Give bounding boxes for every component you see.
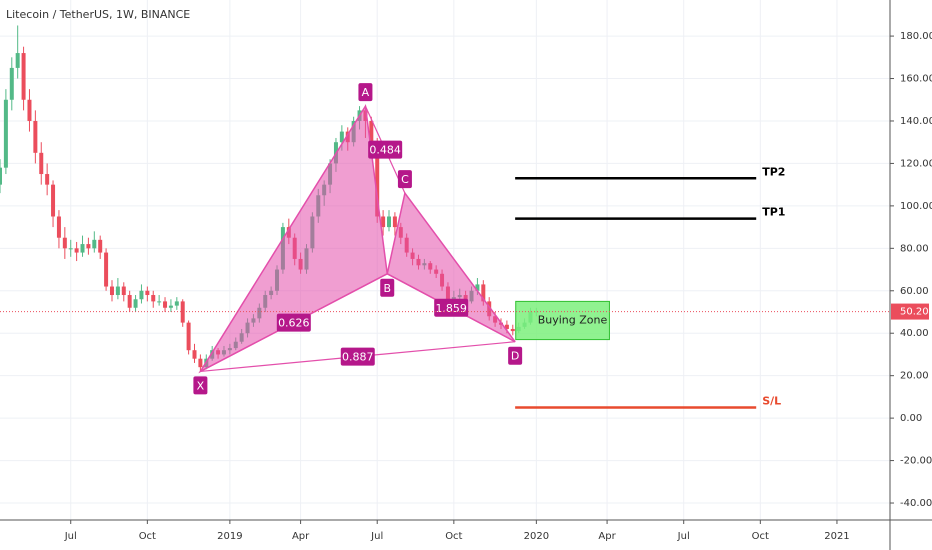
candle-body [198,358,203,368]
x-tick-label: 2020 [524,531,549,542]
ratio-label: 0.484 [369,144,401,157]
ratio-box [434,298,469,317]
candle-body [180,301,185,323]
candle-body [369,120,374,143]
candle-body [375,142,380,217]
candle-body [510,328,515,332]
buying-zone [515,300,610,341]
candle-body [174,301,179,306]
candle-body [381,216,386,228]
ratio-label: 1.859 [435,302,467,315]
candle-body [127,295,132,308]
y-tick-label: 180.00 [900,31,932,42]
point-label: A [362,86,370,99]
candle-body [392,216,397,228]
ratio-label: 0.626 [278,317,310,330]
zone-label: Buying Zone [538,313,608,326]
candle-body [104,252,109,287]
candle-body [133,299,138,308]
x-tick-label: Oct [139,531,156,542]
x-tick-label: Oct [752,531,769,542]
point-box [380,278,395,297]
candle-body [68,248,73,250]
ratio-box [368,140,403,159]
grid [0,0,890,520]
candle-body [151,295,156,302]
candle-body [145,290,150,296]
candle-body [504,324,509,329]
axes: -40.00 -20.00 0.00 20.00 40.00 60.00 80.00 100.… [64,31,932,542]
x-tick-label: Jul [677,531,690,542]
candle-body [186,322,191,351]
last-price-tag [891,303,929,320]
point-label: C [401,173,409,186]
candle-body [86,244,91,249]
ratio-box [340,347,375,366]
candle-body [0,167,2,185]
candle-body [45,174,50,185]
point-label: X [197,379,205,392]
x-tick-label: Apr [598,531,616,542]
y-tick-label: 100.00 [900,201,932,212]
y-tick-label: 40.00 [900,328,929,339]
chart-title: Litecoin / TetherUS, 1W, BINANCE [6,8,190,21]
ratio-label: 0.887 [342,351,374,364]
candle-body [39,152,44,175]
y-tick-label: 0.00 [900,413,922,424]
candle-body [21,53,26,100]
candle-body [139,290,144,300]
candle-body [62,237,67,249]
point-box [508,346,523,365]
x-tick-label: Jul [370,531,383,542]
candle-body [92,239,97,249]
candle-body [56,216,61,238]
x-tick-label: Oct [445,531,462,542]
candle-body [475,284,480,291]
point-box [193,376,208,395]
candle-body [387,216,392,228]
candle-body [168,305,173,308]
level-label: TP2 [762,165,785,178]
candle-body [121,286,126,296]
x-tick-label: 2021 [824,531,849,542]
candle-body [74,248,79,253]
candle-body [33,120,38,153]
x-tick-label: Apr [292,531,310,542]
point-label: B [383,282,391,295]
candle-body [9,67,14,100]
y-tick-label: 60.00 [900,286,929,297]
y-tick-label: 120.00 [900,158,932,169]
candle-body [51,184,56,217]
candle-body [481,284,486,302]
plot: 0.626 0.484 1.859 0.887 X A B C D Buying Zone TP2 T… [0,25,890,409]
candle-body [98,239,103,253]
candle-body [163,301,168,308]
candle-body [15,53,20,68]
point-box [358,83,373,102]
y-tick-label: 160.00 [900,74,932,85]
point-label: D [511,350,519,363]
level-label: S/L [762,395,781,408]
candle-body [339,131,344,143]
x-tick-label: 2019 [217,531,242,542]
candle-body [109,286,114,296]
candle-body [115,286,120,296]
point-box [397,170,412,189]
candle-body [3,99,8,168]
ratio-box [276,313,311,332]
last-price-label: 50.20 [900,307,929,318]
level-label: TP1 [762,206,785,219]
y-tick-label: 140.00 [900,116,932,127]
candle-body [27,99,32,121]
candle-body [192,350,197,359]
candle-body [157,301,162,303]
y-tick-label: 80.00 [900,243,929,254]
y-tick-label: -40.00 [900,498,932,509]
x-tick-label: Jul [64,531,77,542]
candle-body [80,244,85,253]
y-tick-label: -20.00 [900,456,932,467]
y-tick-label: 20.00 [900,371,929,382]
